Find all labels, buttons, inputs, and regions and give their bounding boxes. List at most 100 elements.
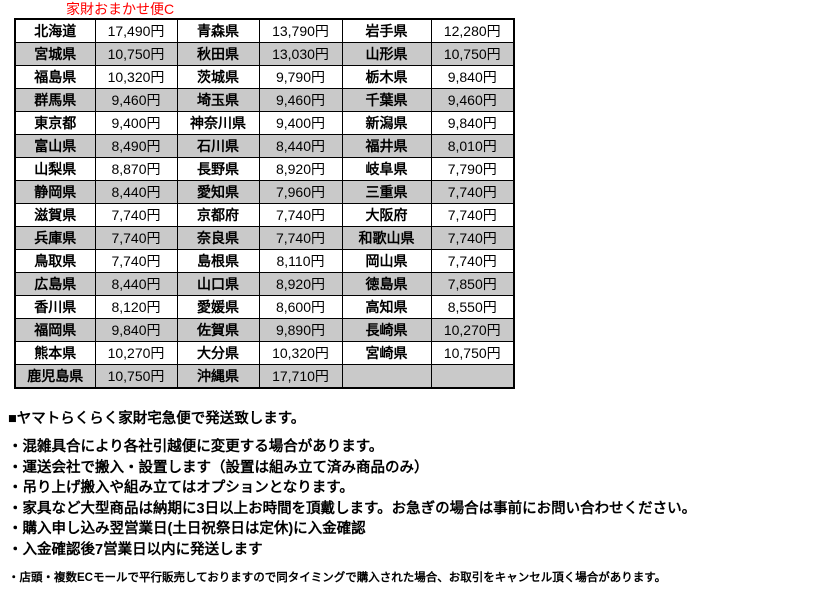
prefecture-cell: 東京都 xyxy=(14,111,96,135)
prefecture-cell: 愛知県 xyxy=(176,180,260,204)
prefecture-cell: 広島県 xyxy=(14,272,96,296)
prefecture-cell: 千葉県 xyxy=(341,88,432,112)
prefecture-cell: 福岡県 xyxy=(14,318,96,342)
price-cell: 8,920円 xyxy=(258,157,343,181)
price-cell: 8,440円 xyxy=(258,134,343,158)
notes-heading: ■ヤマトらくらく家財宅急便で発送致します。 xyxy=(8,411,306,427)
price-cell: 7,960円 xyxy=(258,180,343,204)
table-row: 北海道 17,490円 青森県 13,790円 岩手県 12,280円 xyxy=(14,18,515,43)
table-row: 山梨県 8,870円 長野県 8,920円 岐阜県 7,790円 xyxy=(14,157,515,181)
table-row: 福島県 10,320円 茨城県 9,790円 栃木県 9,840円 xyxy=(14,65,515,89)
price-cell: 10,750円 xyxy=(430,42,515,66)
price-cell: 9,460円 xyxy=(258,88,343,112)
prefecture-cell: 奈良県 xyxy=(176,226,260,250)
price-cell: 17,490円 xyxy=(94,18,178,43)
prefecture-cell: 石川県 xyxy=(176,134,260,158)
price-cell: 10,750円 xyxy=(430,341,515,365)
note-line: ・購入申し込み翌営業日(土日祝祭日は定休)に入金確認 xyxy=(8,521,366,537)
prefecture-cell: 岩手県 xyxy=(341,18,432,43)
prefecture-cell: 島根県 xyxy=(176,249,260,273)
prefecture-cell: 佐賀県 xyxy=(176,318,260,342)
prefecture-cell: 三重県 xyxy=(341,180,432,204)
prefecture-cell: 神奈川県 xyxy=(176,111,260,135)
table-row: 群馬県 9,460円 埼玉県 9,460円 千葉県 9,460円 xyxy=(14,88,515,112)
prefecture-cell: 鳥取県 xyxy=(14,249,96,273)
price-cell: 7,740円 xyxy=(430,203,515,227)
price-cell: 10,750円 xyxy=(94,42,178,66)
price-cell: 10,270円 xyxy=(94,341,178,365)
note-line: ・家具など大型商品は納期に3日以上お時間を頂戴します。お急ぎの場合は事前にお問い… xyxy=(8,500,697,517)
price-cell: 7,740円 xyxy=(430,249,515,273)
note-line: ・入金確認後7営業日以内に発送します xyxy=(8,541,263,558)
note-line: ・運送会社で搬入・設置します（設置は組み立て済み商品のみ） xyxy=(8,459,429,476)
prefecture-cell: 山口県 xyxy=(176,272,260,296)
price-cell: 7,740円 xyxy=(430,180,515,204)
prefecture-cell: 宮崎県 xyxy=(341,341,432,365)
price-cell: 8,870円 xyxy=(94,157,178,181)
price-cell: 8,440円 xyxy=(94,180,178,204)
price-cell: 9,400円 xyxy=(258,111,343,135)
table-row: 熊本県 10,270円 大分県 10,320円 宮崎県 10,750円 xyxy=(14,341,515,365)
prefecture-cell: 埼玉県 xyxy=(176,88,260,112)
price-cell: 9,890円 xyxy=(258,318,343,342)
prefecture-cell xyxy=(341,364,432,389)
table-row: 滋賀県 7,740円 京都府 7,740円 大阪府 7,740円 xyxy=(14,203,515,227)
price-cell: 9,790円 xyxy=(258,65,343,89)
prefecture-cell: 富山県 xyxy=(14,134,96,158)
price-cell xyxy=(430,364,515,389)
price-cell: 9,400円 xyxy=(94,111,178,135)
prefecture-cell: 群馬県 xyxy=(14,88,96,112)
shipping-notes: ■ヤマトらくらく家財宅急便で発送致します。 ・混雑具合により各社引越便に変更する… xyxy=(8,409,814,587)
price-cell: 8,120円 xyxy=(94,295,178,319)
price-cell: 7,790円 xyxy=(430,157,515,181)
notes-fine-print: ・店頭・複数ECモールで平行販売しておりますので同タイミングで購入された場合、お… xyxy=(8,572,667,584)
price-cell: 13,030円 xyxy=(258,42,343,66)
table-row: 富山県 8,490円 石川県 8,440円 福井県 8,010円 xyxy=(14,134,515,158)
prefecture-cell: 兵庫県 xyxy=(14,226,96,250)
note-line: ・混雑具合により各社引越便に変更する場合があります。 xyxy=(8,439,384,455)
price-cell: 8,920円 xyxy=(258,272,343,296)
prefecture-cell: 秋田県 xyxy=(176,42,260,66)
price-cell: 8,600円 xyxy=(258,295,343,319)
prefecture-cell: 京都府 xyxy=(176,203,260,227)
price-table-body: 北海道 17,490円 青森県 13,790円 岩手県 12,280円 宮城県 10,750円… xyxy=(14,18,515,389)
prefecture-cell: 新潟県 xyxy=(341,111,432,135)
price-cell: 7,740円 xyxy=(258,226,343,250)
price-cell: 13,790円 xyxy=(258,18,343,43)
table-row: 宮城県 10,750円 秋田県 13,030円 山形県 10,750円 xyxy=(14,42,515,66)
price-cell: 7,740円 xyxy=(258,203,343,227)
price-cell: 10,320円 xyxy=(94,65,178,89)
price-cell: 9,460円 xyxy=(94,88,178,112)
prefecture-cell: 静岡県 xyxy=(14,180,96,204)
prefecture-cell: 岡山県 xyxy=(341,249,432,273)
table-row: 香川県 8,120円 愛媛県 8,600円 高知県 8,550円 xyxy=(14,295,515,319)
prefecture-cell: 岐阜県 xyxy=(341,157,432,181)
table-row: 福岡県 9,840円 佐賀県 9,890円 長崎県 10,270円 xyxy=(14,318,515,342)
prefecture-cell: 徳島県 xyxy=(341,272,432,296)
price-cell: 7,740円 xyxy=(94,203,178,227)
notes-list: ・混雑具合により各社引越便に変更する場合があります。・運送会社で搬入・設置します… xyxy=(8,437,814,560)
price-cell: 9,840円 xyxy=(430,65,515,89)
prefecture-cell: 山形県 xyxy=(341,42,432,66)
prefecture-cell: 山梨県 xyxy=(14,157,96,181)
prefecture-cell: 福井県 xyxy=(341,134,432,158)
prefecture-cell: 大分県 xyxy=(176,341,260,365)
price-cell: 10,750円 xyxy=(94,364,178,389)
price-cell: 9,460円 xyxy=(430,88,515,112)
price-cell: 7,740円 xyxy=(430,226,515,250)
prefecture-cell: 栃木県 xyxy=(341,65,432,89)
price-cell: 10,320円 xyxy=(258,341,343,365)
prefecture-cell: 和歌山県 xyxy=(341,226,432,250)
price-cell: 7,740円 xyxy=(94,226,178,250)
price-cell: 8,490円 xyxy=(94,134,178,158)
prefecture-cell: 長崎県 xyxy=(341,318,432,342)
table-row: 静岡県 8,440円 愛知県 7,960円 三重県 7,740円 xyxy=(14,180,515,204)
prefecture-cell: 大阪府 xyxy=(341,203,432,227)
prefecture-cell: 北海道 xyxy=(14,18,96,43)
table-row: 鹿児島県 10,750円 沖縄県 17,710円 xyxy=(14,364,515,389)
price-cell: 7,740円 xyxy=(94,249,178,273)
price-cell: 17,710円 xyxy=(258,364,343,389)
shipping-price-table-container: 北海道 17,490円 青森県 13,790円 岩手県 12,280円 宮城県 10,750円… xyxy=(14,18,515,389)
note-line: ・吊り上げ搬入や組み立てはオプションとなります。 xyxy=(8,480,354,496)
price-cell: 8,440円 xyxy=(94,272,178,296)
